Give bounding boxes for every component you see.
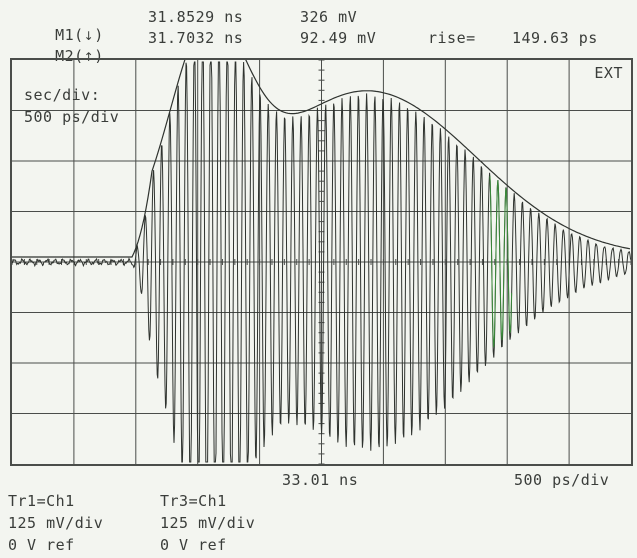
envelope-line xyxy=(12,60,631,258)
marker-2-label: M2(↑) xyxy=(36,29,104,66)
marker-1-close: ) xyxy=(94,26,104,44)
trace-3-ref: 0 V ref xyxy=(160,536,227,554)
center-time: 33.01 ns xyxy=(282,471,359,489)
marker-1-time: 31.8529 ns xyxy=(148,8,244,26)
timebase-value: 500 ps/div xyxy=(24,108,120,126)
axis-timebase: 500 ps/div xyxy=(514,471,610,489)
trace-3-scale: 125 mV/div xyxy=(160,514,256,532)
marker-2-time: 31.7032 ns xyxy=(148,29,244,47)
waveform-accent-line xyxy=(489,176,513,348)
rise-value: 149.63 ps xyxy=(512,29,598,47)
waveform-envelope xyxy=(12,60,631,258)
trace-3-id: Tr3=Ch1 xyxy=(160,492,227,510)
trace-1-scale: 125 mV/div xyxy=(8,514,104,532)
arrow-down-icon: ↓ xyxy=(83,29,95,43)
marker-2-close: ) xyxy=(94,47,104,65)
timebase-label: sec/div: xyxy=(24,86,101,104)
trace-1-ref: 0 V ref xyxy=(8,536,75,554)
waveform-line xyxy=(12,61,631,463)
rise-label: rise= xyxy=(428,29,476,47)
marker-1-name: M1( xyxy=(55,26,84,44)
arrow-up-icon: ↑ xyxy=(83,50,95,64)
waveform-plot xyxy=(12,60,631,464)
marker-1-label: M1(↓) xyxy=(36,8,104,45)
scope-display: EXT sec/div: 500 ps/div xyxy=(10,58,633,466)
marker-1-voltage: 326 mV xyxy=(300,8,358,26)
waveform-trace xyxy=(12,61,631,463)
marker-2-voltage: 92.49 mV xyxy=(300,29,377,47)
marker-2-name: M2( xyxy=(55,47,84,65)
trigger-source: EXT xyxy=(594,64,623,82)
trace-1-id: Tr1=Ch1 xyxy=(8,492,75,510)
